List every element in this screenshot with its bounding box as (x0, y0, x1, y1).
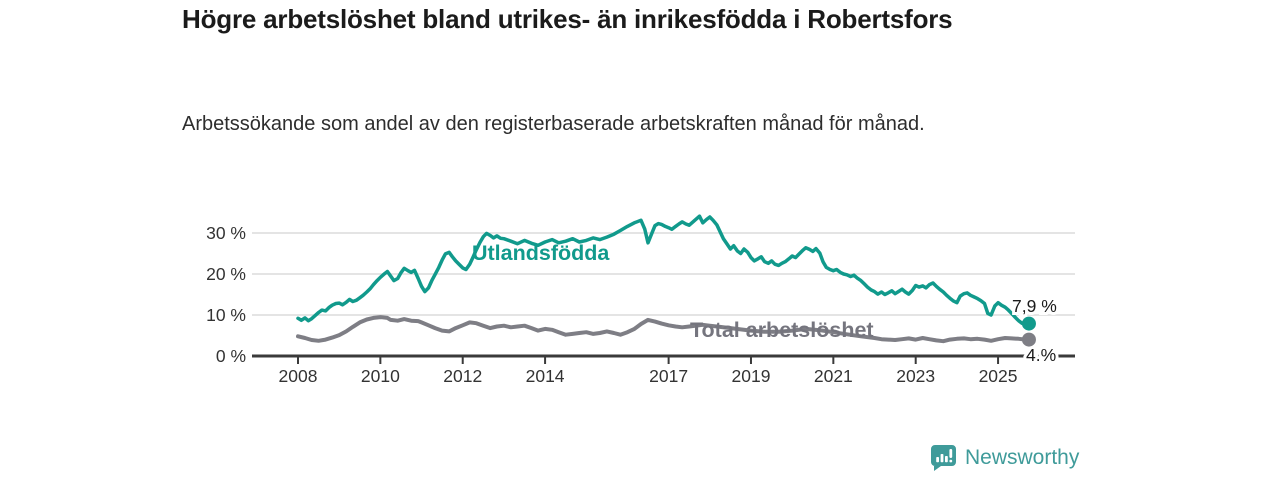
x-tick-label: 2021 (814, 366, 853, 386)
series-line-utlandsfodda (296, 214, 1031, 327)
x-tick-label: 2010 (361, 366, 400, 386)
series-inline-label: Utlandsfödda (472, 241, 610, 265)
end-value-label: 4.% (1026, 345, 1056, 365)
x-tick-label: 2023 (896, 366, 935, 386)
end-value-label: 7,9 % (1012, 296, 1057, 316)
newsworthy-logo-icon (931, 445, 956, 471)
x-tick-label: 2025 (979, 366, 1018, 386)
y-tick-label: 30 % (206, 223, 246, 243)
x-tick-label: 2014 (526, 366, 565, 386)
series-end-dot (1021, 316, 1036, 331)
y-tick-label: 0 % (216, 346, 246, 366)
brand-footer[interactable]: Newsworthy (930, 444, 1079, 471)
x-tick-label: 2012 (443, 366, 482, 386)
y-tick-label: 10 % (206, 305, 246, 325)
series-end-dot (1021, 332, 1036, 347)
series-line-total-arbetsloshet (296, 315, 1031, 344)
brand-name: Newsworthy (965, 445, 1080, 469)
series-inline-label: Total arbetslöshet (690, 318, 874, 342)
chart-subtitle: Arbetssökande som andel av den registerb… (182, 113, 925, 135)
chart-title: Högre arbetslöshet bland utrikes- än inr… (182, 4, 953, 34)
x-tick-label: 2008 (279, 366, 318, 386)
x-tick-label: 2017 (649, 366, 688, 386)
y-tick-label: 20 % (206, 264, 246, 284)
x-tick-label: 2019 (732, 366, 771, 386)
